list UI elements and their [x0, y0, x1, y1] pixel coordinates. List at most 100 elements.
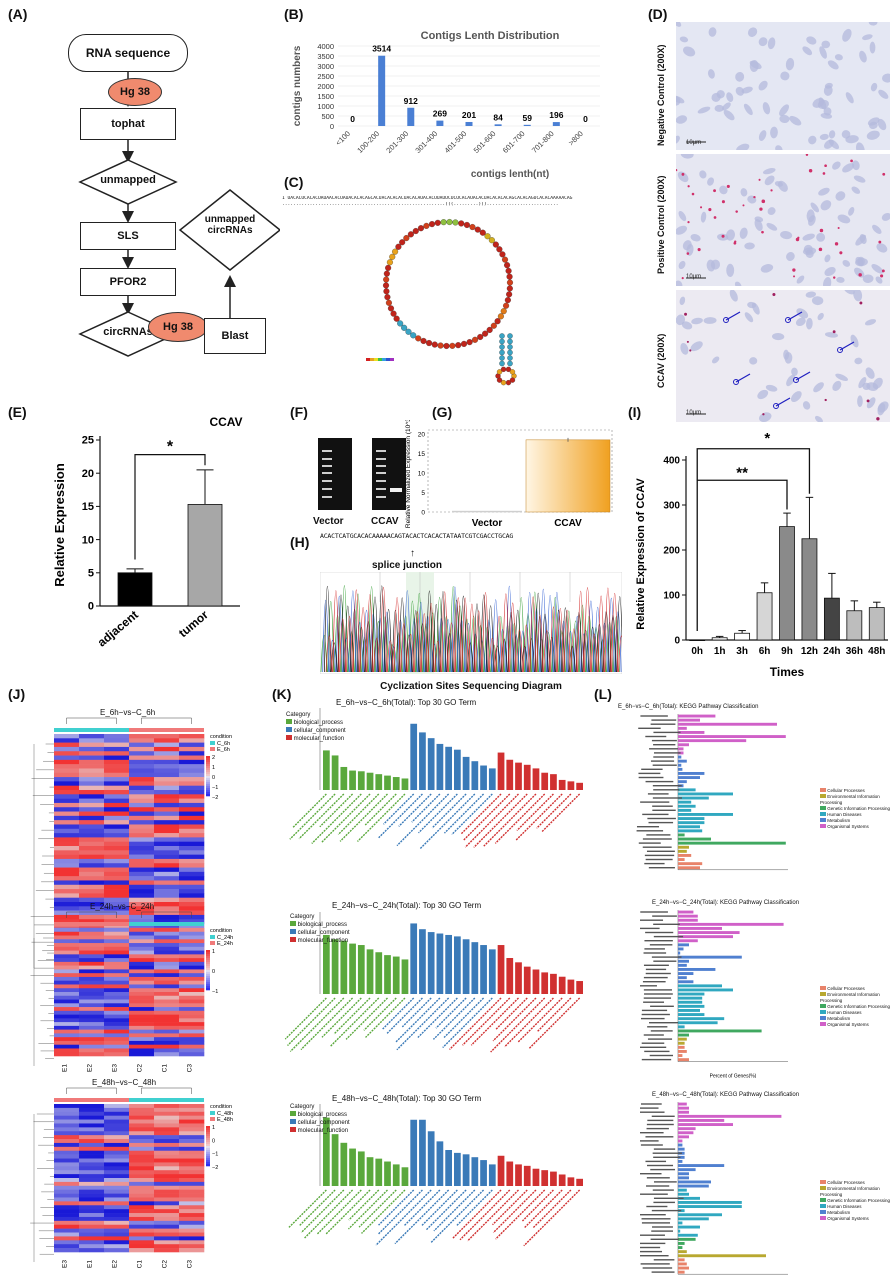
- heatmap-cell: [179, 1248, 205, 1253]
- go-term-label: [515, 793, 563, 841]
- cell-nucleus: [711, 356, 720, 364]
- heatmap-cell: [129, 790, 155, 795]
- kegg-bar: [678, 776, 700, 779]
- gel-lane-1: 1: [339, 426, 343, 433]
- heatmap-cell: [154, 824, 180, 830]
- heatmap-cell: [54, 943, 80, 948]
- heatmap-cell: [129, 995, 155, 1000]
- heatmap-legend-label: C_6h: [217, 741, 230, 747]
- nucleotide: [401, 324, 408, 331]
- go-bar: [401, 778, 409, 790]
- cell-nucleus: [795, 317, 806, 327]
- condition-bar: [179, 1098, 204, 1102]
- kegg-bar: [678, 1176, 689, 1180]
- kegg-bar: [678, 1168, 696, 1172]
- heatmap-cell: [54, 841, 80, 847]
- stain-dot: [687, 185, 690, 188]
- cell-nucleus: [680, 154, 694, 159]
- kegg-pathway-label: [653, 935, 684, 938]
- heatmap-cell: [129, 939, 155, 944]
- go-term-label: [456, 1189, 493, 1227]
- heatmap-cell: [129, 1104, 155, 1109]
- chart-b-value-label: 59: [522, 113, 532, 123]
- heatmap-cell: [79, 811, 105, 817]
- heatmap-cell: [179, 995, 205, 1000]
- heatmap-cell: [54, 772, 80, 778]
- cell-nucleus: [699, 170, 707, 179]
- nucleotide: [395, 243, 402, 250]
- stain-dot: [681, 172, 685, 176]
- color-scale-tick: 0: [212, 1138, 215, 1144]
- color-scale-step: [206, 984, 210, 987]
- heatmap-cell: [154, 1201, 180, 1206]
- heatmap-cell: [179, 1213, 205, 1218]
- heatmap-column-label: C2: [162, 1260, 169, 1269]
- heatmap-cell: [54, 794, 80, 799]
- y-tick-label: 100: [663, 590, 680, 601]
- go-bar: [515, 1164, 522, 1186]
- heatmap-cell: [129, 858, 155, 864]
- color-scale-step: [206, 1160, 210, 1163]
- heatmap-cell: [79, 1040, 105, 1046]
- go-bar: [515, 762, 522, 790]
- heatmap-cell: [79, 1044, 105, 1049]
- heatmap-cell: [129, 798, 155, 804]
- go-bar: [331, 1134, 339, 1186]
- heatmap-cell: [154, 1181, 180, 1187]
- cell-nucleus: [790, 391, 802, 403]
- heatmap-cell: [179, 1244, 205, 1249]
- cell-nucleus: [802, 233, 815, 241]
- go-term-label: [298, 793, 345, 840]
- heatmap-cell: [179, 906, 205, 911]
- heatmap-cell: [179, 954, 205, 959]
- kegg-pathway-label: [640, 1214, 666, 1216]
- cell-nucleus: [818, 187, 830, 196]
- cell-nucleus: [681, 321, 693, 330]
- nucleotide: [386, 259, 393, 266]
- y-tick-label: 15: [82, 501, 94, 513]
- nucleotide: [509, 377, 516, 383]
- heatmap-cell: [154, 1115, 180, 1120]
- cell-nucleus: [805, 291, 817, 298]
- heatmap-cell: [154, 935, 180, 940]
- heatmap-cell: [104, 965, 130, 970]
- cell-nucleus: [865, 367, 875, 379]
- stain-dot: [866, 399, 870, 403]
- heatmap-cell: [79, 969, 105, 974]
- heatmap-cell: [179, 846, 205, 851]
- kegg-pathway-label: [651, 719, 677, 721]
- heatmap-cell: [79, 919, 105, 924]
- heatmap-cell: [79, 954, 105, 959]
- heatmap-cell: [154, 764, 180, 769]
- nucleotide: [446, 218, 453, 226]
- cell-nucleus: [762, 102, 771, 115]
- heatmap-cell: [79, 1224, 105, 1229]
- kegg-pathway-label: [647, 793, 669, 795]
- color-scale-step: [206, 786, 210, 789]
- heatmap-cell: [129, 841, 155, 847]
- go-term-label: [284, 997, 327, 1040]
- go-legend-mf: molecular_function: [286, 735, 346, 743]
- go-bar: [331, 755, 339, 790]
- heatmap-cell: [54, 1007, 80, 1012]
- heatmap-cell: [104, 1010, 130, 1015]
- heatmap-cell: [54, 876, 80, 881]
- heatmap-cell: [154, 1052, 180, 1057]
- go-legend-bp: biological_process: [286, 719, 346, 727]
- cell-nucleus: [711, 92, 721, 102]
- cell-nucleus: [726, 92, 734, 103]
- kegg-bar: [678, 1242, 685, 1245]
- heatmap-cell: [129, 1003, 155, 1008]
- cell-nucleus: [726, 263, 735, 277]
- gel-lane-m2: M: [376, 426, 382, 433]
- cell-nucleus: [862, 34, 873, 41]
- heatmap-cell: [179, 1123, 205, 1128]
- kegg-pathway-label: [644, 854, 675, 857]
- heatmap-cell: [79, 1185, 105, 1190]
- heatmap-cell: [154, 1119, 180, 1124]
- cell-nucleus: [703, 317, 717, 324]
- color-scale-step: [206, 784, 210, 787]
- heatmap-cell: [79, 910, 105, 916]
- go-term-label: [432, 997, 476, 1040]
- nucleotide: [385, 264, 392, 271]
